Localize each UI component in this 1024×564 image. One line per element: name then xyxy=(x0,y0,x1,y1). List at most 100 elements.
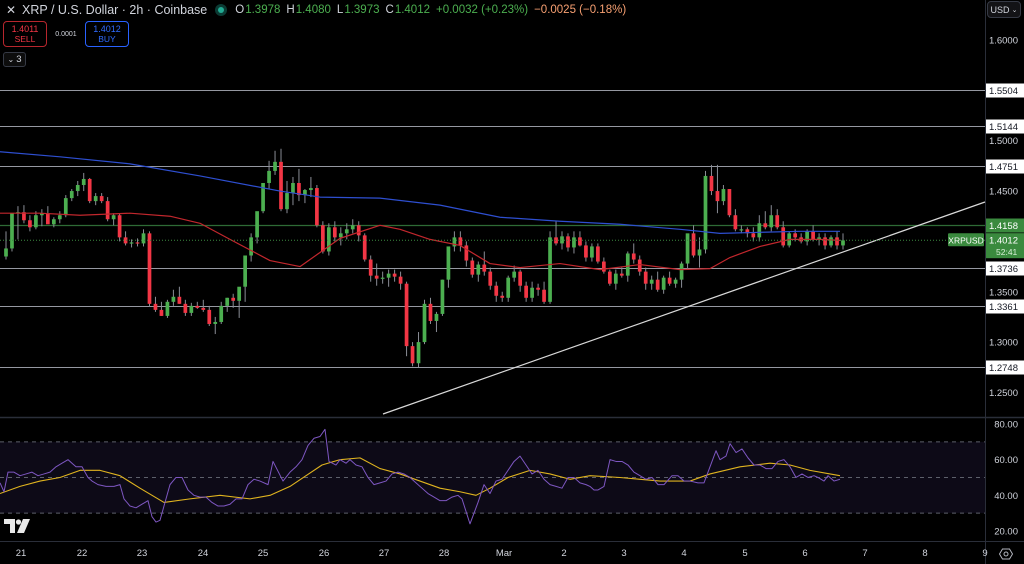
time-axis-label: 3 xyxy=(621,548,626,559)
level-price-tag xyxy=(986,299,1024,314)
indicators-toggle-button[interactable]: ⌄ 3 xyxy=(3,52,26,67)
moving-average-slow-line[interactable] xyxy=(0,151,840,234)
settings-icon[interactable] xyxy=(998,548,1014,560)
price-axis[interactable]: 1.6000 1.5000 1.4500 1.3500 1.3000 1.2500 xyxy=(989,36,1018,399)
rsi-line[interactable] xyxy=(0,428,841,525)
level-price-tag xyxy=(986,119,1024,134)
candle-down xyxy=(709,175,714,192)
buy-button[interactable]: 1.4012 BUY xyxy=(85,21,129,47)
level-price-label: 1.3736 xyxy=(989,264,1018,275)
candle-up xyxy=(446,246,451,280)
candle-up xyxy=(141,233,146,244)
rsi-axis-label: 80.00 xyxy=(994,420,1018,431)
candle-down xyxy=(619,273,624,276)
candle-down xyxy=(554,237,558,244)
candle-up xyxy=(673,279,678,284)
candle-up xyxy=(291,182,295,194)
high-value: 1.4080 xyxy=(295,4,331,16)
candle-down xyxy=(793,233,798,238)
symbol-tag xyxy=(948,233,984,247)
candle-up xyxy=(326,227,331,252)
bar-countdown-label: 52:41 xyxy=(996,247,1018,257)
candle-up xyxy=(237,286,242,301)
symbol-tag-label: XRPUSD xyxy=(948,236,983,246)
candle-up xyxy=(829,237,833,246)
candle-up xyxy=(697,249,702,256)
candle-down xyxy=(207,309,212,324)
sell-label: SELL xyxy=(14,34,36,44)
currency-selector[interactable]: USD ⌄ xyxy=(987,1,1021,18)
candle-up xyxy=(285,193,289,210)
candle-down xyxy=(159,309,164,316)
candle-down xyxy=(410,346,415,364)
candle-up xyxy=(309,188,313,191)
ascending-trendline[interactable] xyxy=(382,201,986,415)
buy-label: BUY xyxy=(98,34,116,44)
candle-up xyxy=(817,237,821,240)
candle-down xyxy=(488,271,493,286)
candle-down xyxy=(637,259,642,272)
spread-value: 0.0001 xyxy=(55,30,77,38)
level-price-tag xyxy=(986,159,1024,174)
candle-down xyxy=(279,161,283,210)
candle-up xyxy=(679,263,684,280)
candle-down xyxy=(494,285,499,296)
candle-up xyxy=(255,211,259,238)
candle-down xyxy=(727,189,732,216)
time-axis-label: 5 xyxy=(742,548,747,559)
candle-up xyxy=(757,223,762,238)
candle-up xyxy=(267,170,271,183)
currency-label: USD xyxy=(990,4,1010,15)
indicators-count: 3 xyxy=(16,54,22,65)
candle-down xyxy=(321,225,325,252)
rsi-pane[interactable]: 80.00 60.00 40.00 20.00 xyxy=(0,420,1018,538)
candle-up xyxy=(225,297,230,306)
candle-down xyxy=(332,227,337,238)
candle-down xyxy=(518,271,523,286)
sell-button[interactable]: 1.4011 SELL xyxy=(3,21,47,47)
candle-up xyxy=(434,313,439,321)
tradingview-logo-icon[interactable] xyxy=(4,519,30,533)
time-axis-label: 21 xyxy=(16,548,27,559)
candle-up xyxy=(548,237,552,302)
level-price-label: 1.3361 xyxy=(989,302,1018,313)
candle-down xyxy=(392,273,397,277)
candle-down xyxy=(691,233,696,256)
close-icon[interactable]: ✕ xyxy=(5,3,17,17)
candle-up xyxy=(386,273,391,278)
rsi-axis-label: 20.00 xyxy=(994,526,1018,537)
candle-down xyxy=(28,220,32,228)
candle-up xyxy=(189,305,194,313)
level-price-tag xyxy=(986,83,1024,98)
time-axis[interactable]: 21 22 23 24 25 26 27 28 Mar 2 3 4 5 6 7 8 9 xyxy=(16,548,988,559)
candle-down xyxy=(368,259,373,276)
candle-down xyxy=(404,283,409,347)
open-label: O xyxy=(235,4,245,16)
candle-up xyxy=(506,277,511,298)
rsi-ma-line[interactable] xyxy=(0,457,841,504)
candle-down xyxy=(356,225,361,236)
candle-up xyxy=(739,229,744,231)
candle-up xyxy=(805,231,809,242)
moving-average-fast-line[interactable] xyxy=(0,212,841,271)
candle-up xyxy=(81,178,86,186)
candle-up xyxy=(769,215,774,228)
change-value-secondary: −0.0025 (−0.18%) xyxy=(534,4,627,16)
time-axis-label: 2 xyxy=(561,548,566,559)
candle-down xyxy=(87,178,92,202)
candle-up xyxy=(721,189,726,202)
candle-up xyxy=(171,296,176,302)
candle-down xyxy=(482,264,487,272)
time-axis-label: 27 xyxy=(379,548,390,559)
level-price-label: 1.4158 xyxy=(989,221,1018,232)
candle-up xyxy=(93,196,98,202)
candle-down xyxy=(751,233,756,238)
candle-down xyxy=(177,296,182,304)
candlestick-series[interactable] xyxy=(4,148,845,368)
symbol-title[interactable]: XRP / U.S. Dollar · 2h · Coinbase xyxy=(22,3,208,17)
candle-down xyxy=(584,245,588,258)
candle-down xyxy=(99,196,104,202)
candle-down xyxy=(374,275,379,279)
candle-up xyxy=(344,229,349,234)
